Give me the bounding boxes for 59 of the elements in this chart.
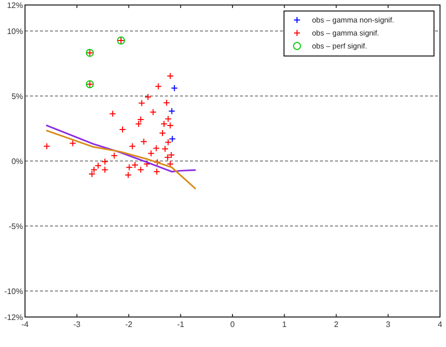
point xyxy=(150,108,157,116)
y-tick-label: -10% xyxy=(4,286,23,296)
point xyxy=(135,120,142,128)
x-tick-label: 0 xyxy=(230,320,236,329)
point xyxy=(88,170,96,178)
y-tick-label: 5% xyxy=(11,92,23,101)
point xyxy=(166,72,174,80)
point xyxy=(43,142,50,150)
point xyxy=(143,160,150,168)
point xyxy=(101,166,108,174)
point xyxy=(101,158,108,166)
point xyxy=(162,145,169,152)
point xyxy=(166,122,174,130)
point xyxy=(90,166,98,174)
point xyxy=(94,162,102,170)
x-tick-label: 3 xyxy=(386,320,391,329)
point xyxy=(126,164,133,171)
point xyxy=(110,152,118,160)
y-tick-label: -5% xyxy=(8,222,23,231)
point xyxy=(148,150,155,157)
x-tick-label: -2 xyxy=(125,320,133,329)
point xyxy=(170,84,178,92)
x-tick-label: 1 xyxy=(282,320,288,329)
point xyxy=(154,158,161,166)
x-tick-label: 2 xyxy=(334,320,340,329)
y-tick-label: 10% xyxy=(6,26,23,36)
point xyxy=(160,120,168,128)
point xyxy=(131,162,138,169)
point xyxy=(137,166,144,174)
point xyxy=(164,115,172,122)
point xyxy=(69,140,76,147)
point xyxy=(153,168,160,176)
x-tick-label: -4 xyxy=(21,320,30,329)
x-tick-label: 4 xyxy=(438,320,443,329)
point xyxy=(158,130,166,137)
x-tick-label: -1 xyxy=(177,320,185,329)
point xyxy=(119,126,126,134)
point xyxy=(168,108,176,115)
y-tick-label: -12% xyxy=(4,312,23,322)
point xyxy=(168,135,176,142)
point xyxy=(152,144,160,152)
point xyxy=(164,138,172,146)
x-tick-label: -3 xyxy=(73,320,81,329)
point xyxy=(163,99,170,106)
point xyxy=(140,138,148,146)
point xyxy=(109,110,116,118)
point xyxy=(168,152,175,159)
y-tick-label: 0% xyxy=(11,156,23,166)
point xyxy=(164,154,172,161)
point xyxy=(137,116,144,124)
point xyxy=(138,100,146,107)
point xyxy=(154,82,162,90)
y-tick-label: 12% xyxy=(6,0,23,10)
point xyxy=(144,94,152,101)
point xyxy=(128,142,136,150)
point xyxy=(124,172,132,179)
line-series xyxy=(46,124,196,172)
line-series xyxy=(46,130,196,190)
point xyxy=(166,160,174,168)
